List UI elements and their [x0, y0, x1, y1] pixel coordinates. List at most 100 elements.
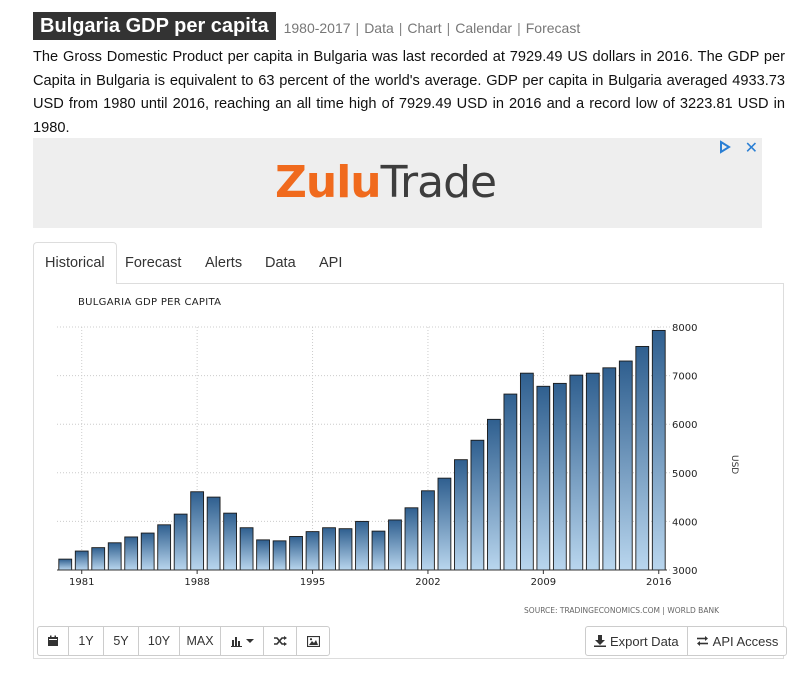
bar-2016: [651, 329, 666, 571]
bar-1998: [355, 520, 369, 571]
bar-1991: [239, 527, 254, 571]
bar-2003: [437, 477, 452, 571]
bar-1980: [58, 558, 73, 571]
bar-2007: [503, 393, 518, 571]
y-axis: 3000 4000 5000 6000 7000 8000: [672, 323, 697, 577]
bar-1995: [305, 531, 320, 571]
tab-data[interactable]: Data: [265, 255, 296, 271]
separator: |: [355, 19, 360, 36]
tab-api[interactable]: API: [319, 255, 343, 271]
bars: [58, 329, 666, 571]
tab-historical[interactable]: Historical: [33, 242, 117, 285]
bar-2009: [536, 385, 551, 571]
chart-source: SOURCE: TRADINGECONOMICS.COM | WORLD BAN…: [524, 606, 720, 615]
y-axis-label: USD: [729, 455, 739, 474]
bar-chart-icon: [230, 637, 242, 647]
chart-tabs: Historical Forecast Alerts Data API: [33, 242, 784, 285]
bar-2001: [404, 507, 419, 571]
title-row: Bulgaria GDP per capita 1980-2017 | Data…: [33, 12, 580, 40]
bar-1999: [371, 530, 386, 571]
export-data-label: Export Data: [610, 633, 679, 649]
y-tick-label: 8000: [672, 323, 697, 334]
caret-down-icon: [245, 639, 254, 643]
chart-type-button[interactable]: [220, 626, 264, 656]
download-icon: [594, 635, 606, 647]
bar-1988: [190, 491, 205, 571]
tab-forecast[interactable]: Forecast: [125, 255, 182, 271]
bar-2010: [552, 382, 567, 571]
link-data[interactable]: Data: [364, 19, 394, 36]
bar-1985: [140, 532, 155, 571]
exchange-icon: [696, 636, 708, 646]
image-icon: [306, 635, 320, 647]
bar-2013: [602, 367, 617, 571]
bar-2004: [454, 459, 468, 571]
bar-1993: [272, 540, 287, 571]
x-tick-label: 1981: [69, 577, 94, 588]
bar-1983: [107, 542, 122, 571]
range-max-button[interactable]: MAX: [179, 626, 221, 656]
chart-toolbar: 1Y 5Y 10Y MAX: [37, 626, 330, 656]
bar-1984: [124, 536, 139, 571]
range-1y-button[interactable]: 1Y: [68, 626, 104, 656]
x-axis: 1981 1988 1995 2002 2009 2016: [57, 569, 671, 588]
bar-1986: [157, 524, 172, 571]
x-tick-label: 1988: [184, 577, 209, 588]
api-access-button[interactable]: API Access: [686, 626, 788, 656]
bar-1996: [322, 527, 336, 571]
bar-1994: [289, 536, 303, 571]
bar-2005: [470, 439, 485, 571]
bar-2014: [618, 360, 633, 571]
y-tick-label: 6000: [672, 420, 697, 431]
separator: |: [398, 19, 403, 36]
export-toolbar: Export Data API Access: [585, 626, 788, 656]
compare-button[interactable]: [263, 626, 297, 656]
y-tick-label: 7000: [672, 372, 697, 383]
close-icon[interactable]: ✕: [744, 140, 758, 157]
bar-2002: [421, 490, 435, 571]
y-tick-label: 3000: [672, 566, 697, 577]
bar-2011: [569, 374, 584, 571]
gdp-bar-chart: BULGARIA GDP PER CAPITA 1981 1988 1995 2002…: [57, 297, 739, 615]
calendar-button[interactable]: [37, 626, 69, 656]
x-tick-label: 1995: [300, 577, 325, 588]
shuffle-icon: [273, 636, 287, 646]
bar-2006: [487, 418, 501, 571]
logo-part2: Trade: [380, 157, 497, 208]
title-links: 1980-2017 | Data | Chart | Calendar | Fo…: [284, 17, 581, 36]
tab-alerts[interactable]: Alerts: [205, 255, 243, 271]
y-tick-label: 4000: [672, 517, 697, 528]
image-button[interactable]: [296, 626, 330, 656]
page-title: Bulgaria GDP per capita: [33, 12, 276, 40]
x-tick-label: 2002: [415, 577, 440, 588]
link-range[interactable]: 1980-2017: [283, 19, 351, 36]
range-10y-button[interactable]: 10Y: [138, 626, 180, 656]
bar-1981: [74, 550, 89, 571]
description: The Gross Domestic Product per capita in…: [33, 49, 785, 136]
bar-2015: [635, 345, 650, 571]
x-tick-label: 2016: [646, 577, 671, 588]
bar-1982: [91, 547, 106, 571]
export-data-button[interactable]: Export Data: [585, 626, 688, 656]
x-tick-label: 2009: [531, 577, 556, 588]
bar-2012: [585, 372, 600, 571]
link-calendar[interactable]: Calendar: [455, 19, 513, 36]
bar-2008: [519, 372, 534, 571]
link-forecast[interactable]: Forecast: [525, 19, 581, 36]
range-5y-button[interactable]: 5Y: [103, 626, 139, 656]
bar-1987: [173, 513, 188, 571]
bar-1990: [223, 512, 237, 571]
advertisement-banner[interactable]: Zulu Trade ✕: [33, 138, 762, 228]
zulutrade-logo[interactable]: Zulu Trade: [275, 157, 497, 208]
chart-title: BULGARIA GDP PER CAPITA: [78, 297, 221, 308]
link-chart[interactable]: Chart: [407, 19, 442, 36]
separator: |: [517, 19, 521, 36]
bar-2000: [388, 519, 402, 571]
bar-1992: [256, 539, 270, 571]
bar-1997: [338, 528, 353, 571]
adchoices-icon[interactable]: [718, 140, 732, 154]
separator: |: [446, 19, 451, 36]
api-access-label: API Access: [712, 633, 779, 649]
y-tick-label: 5000: [672, 469, 697, 480]
logo-part1: Zulu: [275, 157, 382, 208]
